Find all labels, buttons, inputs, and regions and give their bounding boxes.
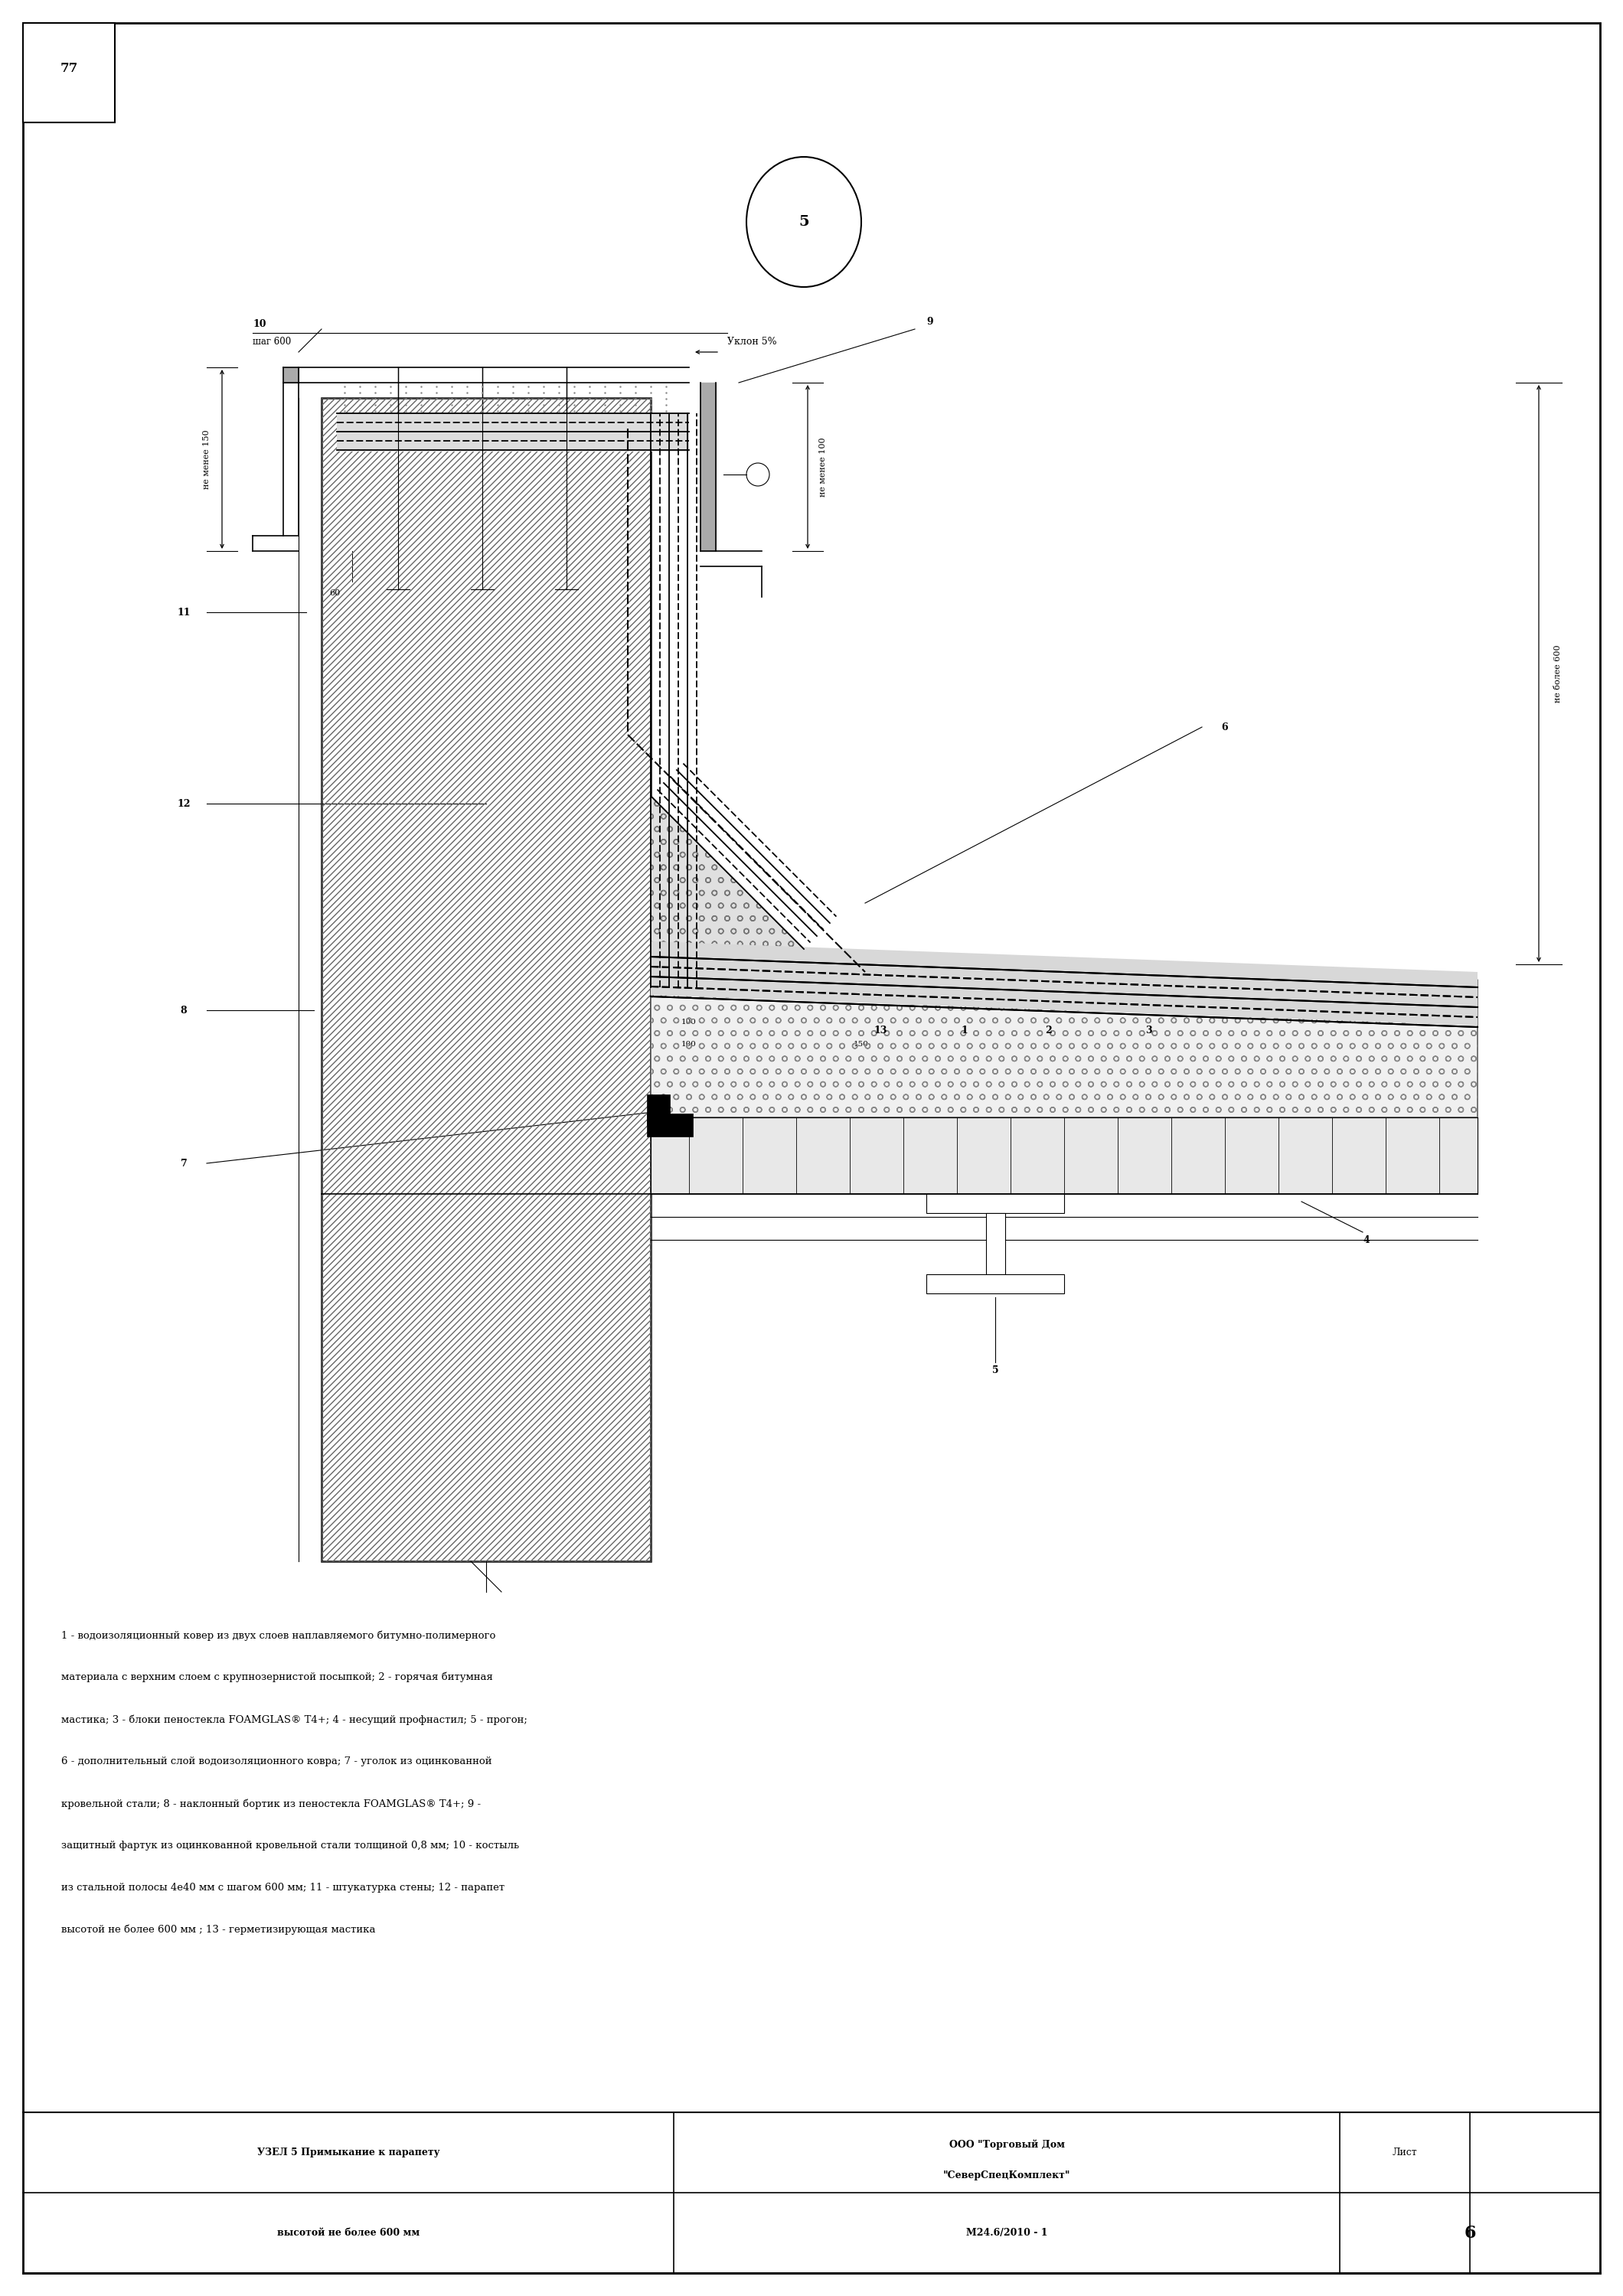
Text: 6: 6 <box>1464 2225 1475 2241</box>
Text: 1: 1 <box>961 1026 967 1035</box>
Text: 3: 3 <box>1146 1026 1152 1035</box>
Text: 4: 4 <box>1363 1235 1370 1244</box>
Text: 5: 5 <box>992 1364 998 1375</box>
Bar <box>927 1194 1065 1212</box>
Text: 6 - дополнительный слой водоизоляционного ковра; 7 - уголок из оцинкованной: 6 - дополнительный слой водоизоляционног… <box>62 1756 492 1766</box>
Bar <box>927 1274 1065 1293</box>
Text: 13: 13 <box>873 1026 888 1035</box>
Text: не менее 100: не менее 100 <box>820 436 826 496</box>
Text: ООО "Торговый Дом: ООО "Торговый Дом <box>949 2140 1065 2149</box>
Text: из стальной полосы 4е40 мм с шагом 600 мм; 11 - штукатурка стены; 12 - парапет: из стальной полосы 4е40 мм с шагом 600 м… <box>62 1883 505 1892</box>
Text: 5: 5 <box>799 216 808 230</box>
Text: 100: 100 <box>682 1040 696 1047</box>
Text: мастика; 3 - блоки пеностекла FOAMGLAS® T4+; 4 - несущий профнастил; 5 - прогон;: мастика; 3 - блоки пеностекла FOAMGLAS® … <box>62 1715 527 1724</box>
Polygon shape <box>651 797 803 948</box>
Text: материала с верхним слоем с крупнозернистой посыпкой; 2 - горячая битумная: материала с верхним слоем с крупнозернис… <box>62 1671 493 1683</box>
Text: 2: 2 <box>1045 1026 1052 1035</box>
Bar <box>338 413 690 452</box>
Text: 10: 10 <box>253 319 266 328</box>
Text: 77: 77 <box>60 62 78 76</box>
Text: 8: 8 <box>180 1006 187 1015</box>
Text: шаг 600: шаг 600 <box>253 338 291 347</box>
Text: 12: 12 <box>177 799 190 808</box>
Text: 9: 9 <box>927 317 933 326</box>
Text: 6: 6 <box>1222 721 1229 732</box>
Text: 11: 11 <box>177 608 190 618</box>
Bar <box>23 23 115 122</box>
Bar <box>648 1114 693 1137</box>
Bar <box>648 1095 670 1125</box>
Bar <box>985 1212 1005 1274</box>
Polygon shape <box>651 941 1477 1026</box>
Text: УЗЕЛ 5 Примыкание к парапету: УЗЕЛ 5 Примыкание к парапету <box>256 2147 440 2158</box>
Text: 100: 100 <box>682 1019 696 1026</box>
Text: кровельной стали; 8 - наклонный бортик из пеностекла FOAMGLAS® T4+; 9 -: кровельной стали; 8 - наклонный бортик и… <box>62 1798 480 1809</box>
Text: не более 600: не более 600 <box>1555 645 1561 703</box>
Text: Уклон 5%: Уклон 5% <box>727 338 777 347</box>
Text: Лист: Лист <box>1393 2147 1417 2158</box>
Polygon shape <box>321 397 651 1561</box>
Text: "СеверСпецКомплект": "СеверСпецКомплект" <box>943 2170 1071 2181</box>
Text: не менее 150: не менее 150 <box>203 429 211 489</box>
Text: 7: 7 <box>180 1157 187 1169</box>
Text: 150: 150 <box>854 1040 868 1047</box>
Text: высотой не более 600 мм: высотой не более 600 мм <box>278 2227 420 2239</box>
Text: 1 - водоизоляционный ковер из двух слоев наплавляемого битумно-полимерного: 1 - водоизоляционный ковер из двух слоев… <box>62 1630 495 1639</box>
Text: высотой не более 600 мм ; 13 - герметизирующая мастика: высотой не более 600 мм ; 13 - герметизи… <box>62 1924 375 1936</box>
Text: 60: 60 <box>329 590 341 597</box>
Text: M24.6/2010 - 1: M24.6/2010 - 1 <box>966 2227 1047 2239</box>
Bar <box>651 1118 1477 1194</box>
Polygon shape <box>651 948 1477 1118</box>
Text: защитный фартук из оцинкованной кровельной стали толщиной 0,8 мм; 10 - костыль: защитный фартук из оцинкованной кровельн… <box>62 1841 519 1851</box>
